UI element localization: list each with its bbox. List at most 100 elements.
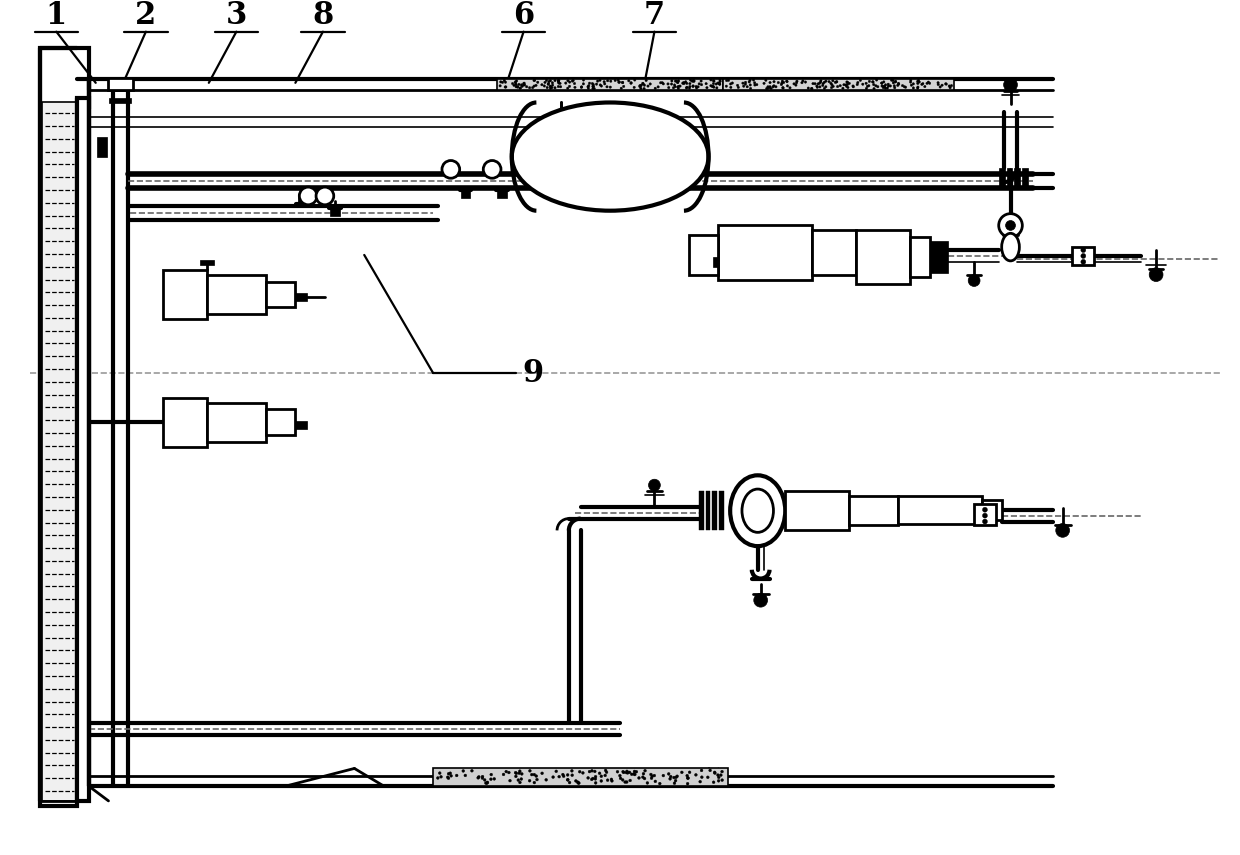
Circle shape bbox=[588, 770, 591, 773]
Circle shape bbox=[629, 779, 631, 781]
Circle shape bbox=[662, 83, 665, 85]
Circle shape bbox=[649, 480, 661, 491]
Circle shape bbox=[644, 84, 646, 86]
Circle shape bbox=[595, 83, 598, 86]
Circle shape bbox=[520, 84, 522, 86]
Circle shape bbox=[573, 82, 575, 85]
Circle shape bbox=[558, 80, 560, 81]
Circle shape bbox=[918, 80, 920, 81]
Circle shape bbox=[894, 86, 895, 89]
Bar bbox=[108, 78, 133, 90]
Circle shape bbox=[686, 82, 688, 85]
Bar bbox=[975, 504, 996, 526]
Circle shape bbox=[713, 772, 717, 775]
Text: 1: 1 bbox=[46, 0, 67, 32]
Circle shape bbox=[520, 778, 523, 781]
Circle shape bbox=[583, 83, 584, 85]
Circle shape bbox=[729, 86, 732, 89]
Circle shape bbox=[916, 80, 919, 83]
Circle shape bbox=[603, 80, 605, 83]
Circle shape bbox=[832, 86, 835, 87]
Circle shape bbox=[715, 86, 718, 89]
Bar bbox=[849, 496, 898, 526]
Circle shape bbox=[802, 80, 804, 82]
Circle shape bbox=[640, 87, 642, 90]
Circle shape bbox=[513, 84, 515, 86]
Circle shape bbox=[909, 81, 911, 83]
Circle shape bbox=[587, 776, 589, 779]
Circle shape bbox=[653, 774, 656, 777]
Circle shape bbox=[619, 775, 621, 777]
Circle shape bbox=[593, 84, 594, 86]
Circle shape bbox=[645, 80, 647, 81]
Circle shape bbox=[795, 81, 797, 84]
Circle shape bbox=[650, 773, 652, 775]
Circle shape bbox=[677, 81, 680, 84]
Circle shape bbox=[661, 81, 663, 84]
Circle shape bbox=[913, 86, 915, 89]
Circle shape bbox=[782, 87, 784, 89]
Circle shape bbox=[924, 86, 926, 88]
Circle shape bbox=[476, 776, 480, 779]
Circle shape bbox=[754, 84, 756, 86]
Circle shape bbox=[719, 79, 722, 81]
Bar bbox=[97, 137, 107, 156]
Circle shape bbox=[605, 771, 608, 774]
Circle shape bbox=[910, 84, 913, 86]
Circle shape bbox=[587, 86, 589, 88]
Circle shape bbox=[792, 83, 795, 85]
Circle shape bbox=[634, 79, 636, 81]
Circle shape bbox=[852, 85, 854, 87]
Circle shape bbox=[536, 778, 538, 781]
Circle shape bbox=[749, 84, 751, 86]
Bar bbox=[698, 491, 703, 530]
Circle shape bbox=[546, 86, 548, 89]
Circle shape bbox=[518, 87, 521, 90]
Circle shape bbox=[823, 81, 826, 84]
Circle shape bbox=[893, 85, 895, 87]
Circle shape bbox=[916, 87, 919, 89]
Ellipse shape bbox=[742, 489, 774, 533]
Circle shape bbox=[671, 83, 673, 86]
Circle shape bbox=[594, 781, 596, 784]
Circle shape bbox=[672, 776, 676, 779]
Circle shape bbox=[642, 83, 645, 86]
Circle shape bbox=[712, 80, 714, 82]
Circle shape bbox=[610, 80, 613, 82]
Circle shape bbox=[672, 86, 675, 89]
Circle shape bbox=[552, 775, 554, 778]
Circle shape bbox=[618, 79, 619, 81]
Circle shape bbox=[591, 86, 594, 87]
Circle shape bbox=[567, 778, 569, 781]
Circle shape bbox=[599, 80, 601, 81]
Circle shape bbox=[508, 779, 511, 782]
Circle shape bbox=[754, 81, 756, 84]
Circle shape bbox=[835, 81, 837, 83]
Circle shape bbox=[765, 87, 768, 90]
Circle shape bbox=[481, 776, 484, 780]
Circle shape bbox=[657, 86, 660, 88]
Circle shape bbox=[744, 83, 746, 86]
Circle shape bbox=[647, 85, 650, 87]
Circle shape bbox=[852, 86, 854, 88]
Bar bbox=[497, 190, 507, 198]
Bar bbox=[856, 230, 910, 285]
Circle shape bbox=[515, 775, 517, 778]
Circle shape bbox=[816, 86, 818, 88]
Circle shape bbox=[484, 779, 486, 781]
Circle shape bbox=[477, 775, 480, 778]
Circle shape bbox=[619, 81, 621, 83]
Circle shape bbox=[812, 82, 815, 85]
Circle shape bbox=[547, 82, 549, 85]
Circle shape bbox=[675, 80, 677, 82]
Circle shape bbox=[713, 86, 715, 88]
Circle shape bbox=[641, 82, 644, 85]
Circle shape bbox=[937, 81, 939, 84]
Circle shape bbox=[872, 81, 874, 83]
Circle shape bbox=[698, 83, 701, 85]
Circle shape bbox=[890, 79, 893, 81]
Circle shape bbox=[505, 81, 507, 84]
Bar bbox=[723, 79, 955, 90]
Circle shape bbox=[559, 82, 562, 85]
Circle shape bbox=[439, 772, 441, 775]
